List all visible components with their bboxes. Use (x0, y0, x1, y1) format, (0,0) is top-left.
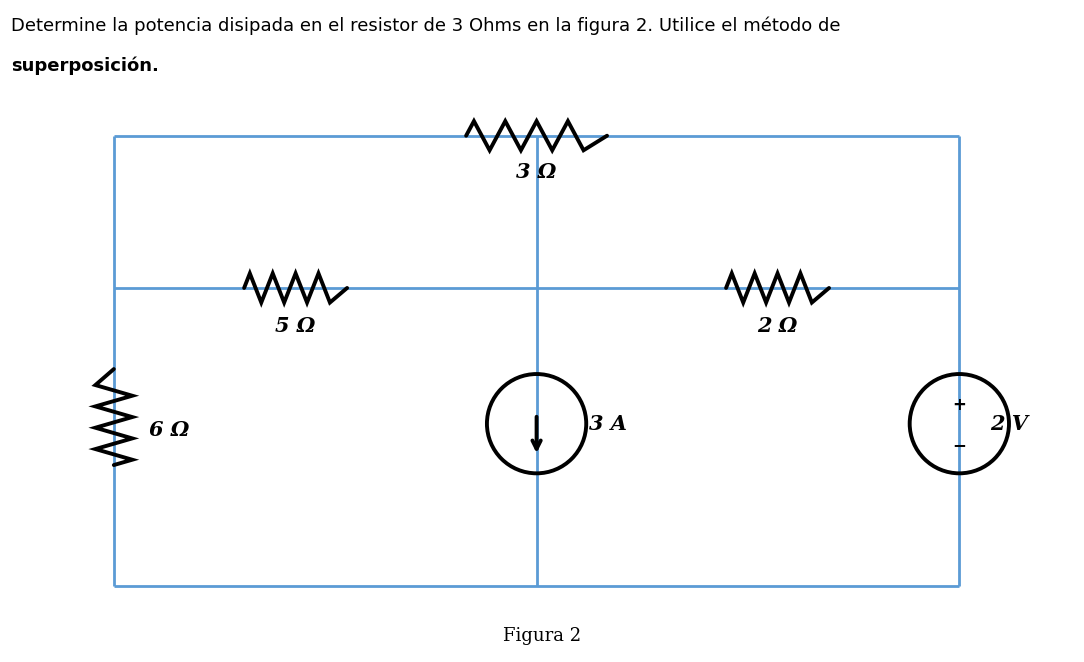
Text: 3 Ω: 3 Ω (516, 162, 557, 182)
Text: Determine la potencia disipada en el resistor de 3 Ohms en la figura 2. Utilice : Determine la potencia disipada en el res… (11, 17, 840, 35)
Text: 5 Ω: 5 Ω (275, 316, 315, 336)
Text: −: − (953, 436, 966, 453)
Text: +: + (953, 396, 966, 414)
Text: 2 Ω: 2 Ω (758, 316, 798, 336)
Text: Figura 2: Figura 2 (503, 626, 581, 645)
Text: superposición.: superposición. (11, 56, 158, 75)
Text: 6 Ω: 6 Ω (149, 420, 189, 440)
Text: 2 V: 2 V (990, 414, 1028, 434)
Text: 3 A: 3 A (589, 414, 627, 434)
